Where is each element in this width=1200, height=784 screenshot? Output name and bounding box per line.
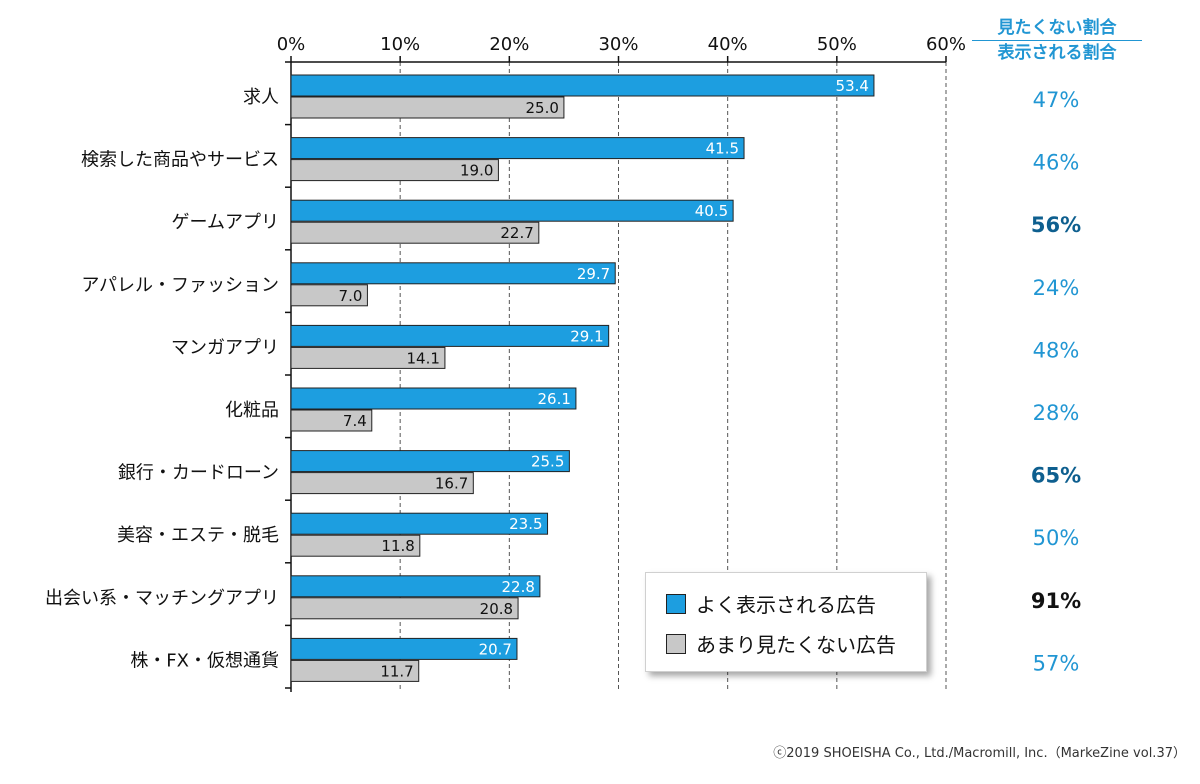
data-label: 41.5 [706,140,739,158]
ratio-value: 50% [1033,526,1080,550]
ratio-value: 47% [1033,88,1080,112]
data-label: 14.1 [407,349,440,367]
ratio-header-divider [972,40,1142,41]
data-label: 26.1 [538,390,571,408]
data-label: 29.1 [570,327,603,345]
data-label: 16.7 [435,475,468,493]
data-label: 22.8 [501,578,534,596]
ratio-value: 24% [1033,276,1080,300]
bar-unwanted [290,96,565,119]
data-label: 29.7 [577,265,610,283]
bar-unwanted [290,534,421,557]
bar-unwanted [290,409,373,432]
bar-shown [290,324,610,347]
category-label: 化粧品 [225,400,279,421]
bar-shown [290,387,577,410]
legend: よく表示される広告 あまり見たくない広告 [645,572,927,672]
bar-shown [290,74,875,97]
data-label: 20.8 [480,600,513,618]
category-label: 検索した商品やサービス [81,150,279,171]
data-label: 19.0 [460,162,493,180]
data-label: 11.8 [381,537,414,555]
category-label: 出会い系・マッチングアプリ [45,588,279,609]
bar-shown [290,199,734,222]
data-label: 7.4 [343,412,367,430]
category-label: 株・FX・仮想通貨 [130,650,279,671]
legend-swatch-blue [666,593,686,614]
data-label: 22.7 [500,224,533,242]
bar-unwanted [290,597,519,620]
ratio-header-top: 見たくない割合 [997,18,1117,38]
data-label: 23.5 [509,515,542,533]
data-label: 25.5 [531,453,564,471]
x-tick-label: 20% [489,34,529,55]
data-label: 53.4 [836,77,869,95]
ratio-header-bottom: 表示される割合 [997,43,1117,63]
legend-item-shown: よく表示される広告 [666,589,876,618]
x-tick-label: 0% [277,34,306,55]
bar-shown [290,450,570,473]
category-label: 求人 [243,87,279,108]
ratio-value: 48% [1033,338,1080,362]
legend-swatch-gray [666,633,686,654]
ratio-header: 見たくない割合 表示される割合 [972,16,1142,65]
legend-label-unwanted: あまり見たくない広告 [696,633,896,657]
ratio-value: 46% [1033,151,1080,175]
category-label: マンガアプリ [171,337,279,358]
category-label: ゲームアプリ [172,212,279,233]
ratio-value: 56% [1031,213,1081,237]
bar-shown [290,262,616,285]
bar-unwanted [290,159,499,182]
bar-unwanted [290,284,368,307]
category-label: 美容・エステ・脱毛 [117,525,279,546]
data-label: 7.0 [339,287,363,305]
ratio-value: 91% [1031,589,1081,613]
bar-shown [290,637,518,660]
category-label: アパレル・ファッション [81,275,279,296]
data-label: 20.7 [479,640,512,658]
ratio-value: 57% [1033,651,1080,675]
category-label: 銀行・カードローン [118,463,279,484]
x-tick-label: 10% [380,34,420,55]
legend-item-unwanted: あまり見たくない広告 [666,629,896,658]
bar-shown [290,575,541,598]
bar-shown [290,512,549,535]
ratio-value: 28% [1033,401,1080,425]
legend-label-shown: よく表示される広告 [696,593,876,617]
bar-unwanted [290,659,420,682]
data-label: 25.0 [526,99,559,117]
bar-unwanted [290,346,446,369]
x-tick-label: 50% [817,34,857,55]
x-tick-label: 60% [926,34,966,55]
copyright-footer: ⓒ2019 SHOEISHA Co., Ltd./Macromill, Inc.… [773,746,1186,761]
ratio-value: 65% [1031,464,1081,488]
x-tick-label: 30% [598,34,638,55]
bar-shown [290,137,745,160]
data-label: 40.5 [695,202,728,220]
bar-unwanted [290,221,540,244]
bar-unwanted [290,472,474,495]
data-label: 11.7 [380,662,413,680]
x-tick-label: 40% [708,34,748,55]
